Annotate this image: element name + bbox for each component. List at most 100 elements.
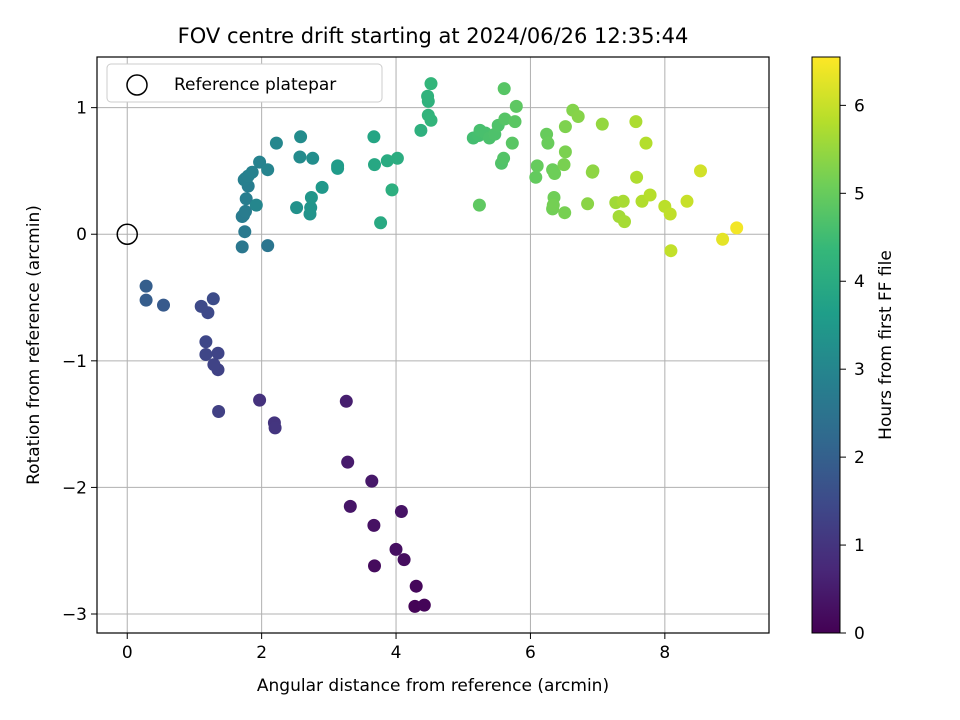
data-point xyxy=(390,151,404,165)
y-tick-label: 0 xyxy=(76,225,87,245)
data-point xyxy=(424,113,438,127)
data-point xyxy=(409,579,423,593)
data-point xyxy=(643,188,657,202)
data-point xyxy=(558,206,572,220)
data-point xyxy=(212,405,226,418)
data-points xyxy=(139,77,744,613)
colorbar-tick-label: 1 xyxy=(854,536,865,556)
data-point xyxy=(380,154,394,168)
data-point xyxy=(293,150,307,164)
plot-frame xyxy=(96,56,770,634)
x-tick-label: 0 xyxy=(122,643,133,663)
data-point xyxy=(194,299,208,313)
data-point xyxy=(304,201,318,215)
y-tick-label: −2 xyxy=(62,478,87,498)
x-axis-label: Angular distance from reference (arcmin) xyxy=(257,676,609,696)
legend-label: Reference platepar xyxy=(174,75,336,95)
data-point xyxy=(595,117,609,131)
data-point xyxy=(586,164,600,178)
y-tick-label: 1 xyxy=(76,99,87,119)
data-point xyxy=(497,151,511,165)
data-point xyxy=(639,136,653,150)
data-point xyxy=(343,499,357,513)
data-point xyxy=(249,198,263,212)
x-tick-label: 4 xyxy=(391,643,402,663)
data-point xyxy=(315,180,329,194)
data-point xyxy=(245,165,259,179)
data-point xyxy=(339,394,353,408)
chart-title: FOV centre drift starting at 2024/06/26 … xyxy=(178,24,689,48)
data-point xyxy=(374,216,388,230)
data-point xyxy=(581,197,595,211)
colorbar-tick-label: 5 xyxy=(854,184,865,204)
colorbar-label: Hours from first FF file xyxy=(876,250,896,440)
data-point xyxy=(505,136,519,150)
data-point xyxy=(508,115,522,129)
data-point xyxy=(663,207,677,221)
reference-marker xyxy=(116,223,138,245)
colorbar-gradient xyxy=(811,56,841,634)
data-point xyxy=(417,598,431,612)
colorbar: 0 1 2 3 4 5 6 Hours from first FF file xyxy=(811,56,896,644)
data-point xyxy=(571,110,585,123)
x-tick-label: 6 xyxy=(525,643,536,663)
data-point xyxy=(664,244,678,258)
data-point xyxy=(238,225,252,239)
data-point xyxy=(472,198,486,212)
data-point xyxy=(235,240,249,254)
data-point xyxy=(548,167,562,180)
legend-marker xyxy=(126,74,148,96)
data-point xyxy=(268,421,282,435)
data-point xyxy=(541,136,555,150)
data-point xyxy=(397,553,411,567)
data-point xyxy=(367,130,381,144)
data-point xyxy=(239,204,252,218)
data-point xyxy=(630,170,644,184)
y-axis-ticks: −3 −2 −1 0 1 xyxy=(62,99,97,625)
data-point xyxy=(558,145,572,159)
data-point xyxy=(368,559,381,573)
data-point xyxy=(616,194,630,208)
data-point xyxy=(199,348,213,361)
data-point xyxy=(157,298,170,312)
y-tick-label: −3 xyxy=(62,605,87,625)
data-point xyxy=(368,158,381,172)
data-point xyxy=(618,215,631,229)
legend: Reference platepar xyxy=(106,63,383,103)
data-point xyxy=(331,159,345,173)
data-point xyxy=(680,194,694,208)
data-point xyxy=(261,239,275,253)
data-point xyxy=(509,99,523,113)
data-point xyxy=(294,130,308,144)
data-point xyxy=(365,474,379,488)
y-axis-label: Rotation from reference (arcmin) xyxy=(24,205,44,485)
data-point xyxy=(546,198,560,212)
data-point xyxy=(394,505,408,518)
data-point xyxy=(211,346,225,360)
colorbar-tick-label: 4 xyxy=(854,272,865,292)
data-point xyxy=(139,279,153,293)
data-point xyxy=(290,201,304,215)
data-point xyxy=(253,393,267,407)
data-point xyxy=(414,123,428,137)
data-point xyxy=(530,159,544,173)
data-point xyxy=(694,164,707,178)
data-point xyxy=(139,293,153,307)
colorbar-tick-label: 3 xyxy=(854,360,865,380)
data-point xyxy=(730,221,744,235)
data-point xyxy=(261,163,275,177)
data-point xyxy=(424,77,438,91)
data-point xyxy=(304,191,318,204)
data-point xyxy=(557,158,571,172)
y-tick-label: −1 xyxy=(62,352,87,372)
data-point xyxy=(253,155,267,169)
data-point xyxy=(421,89,435,103)
data-point xyxy=(199,335,213,349)
colorbar-tick-label: 6 xyxy=(854,96,865,116)
data-point xyxy=(716,232,730,246)
data-point xyxy=(269,136,283,150)
data-point xyxy=(497,82,511,96)
x-tick-label: 8 xyxy=(659,643,670,663)
data-point xyxy=(629,115,643,129)
colorbar-tick-label: 0 xyxy=(854,624,865,644)
